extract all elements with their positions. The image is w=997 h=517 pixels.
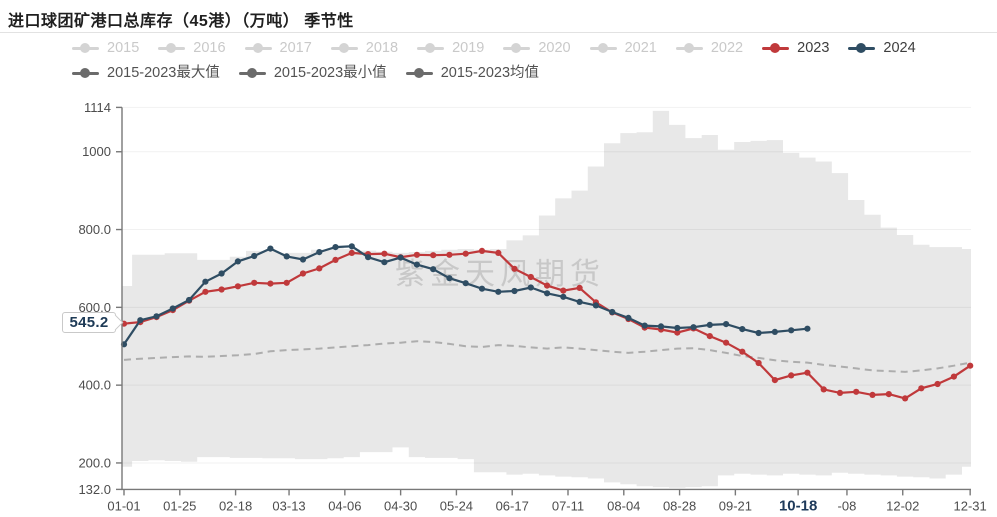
legend-label: 2015-2023最小值 (273, 64, 387, 81)
legend-marker-icon (762, 43, 790, 54)
legend-label: 2015 (107, 39, 140, 56)
y-tick-label: 400.0 (78, 378, 111, 393)
legend-item-2015[interactable]: 2015 (72, 41, 139, 56)
legend-label: 2018 (365, 39, 399, 56)
legend-label: 2021 (624, 39, 657, 56)
y-tick-label: 1114 (84, 100, 111, 115)
y-axis: 1114 1000 800.0 600.0 400.0 200.0 132.0 (78, 100, 122, 497)
legend-item-2015-2023最小值[interactable]: 2015-2023最小值 (238, 64, 387, 81)
legend-label: 2015-2023均值 (440, 64, 540, 81)
x-axis: 01-01 01-25 02-18 03-13 04-06 04-30 05-24 06-17… (107, 489, 987, 514)
legend-marker-icon (589, 43, 617, 54)
legend-label: 2016 (193, 39, 226, 56)
x-tick-label: 03-13 (272, 498, 305, 513)
legend-marker-icon (848, 43, 876, 54)
legend-label: 2023 (797, 39, 830, 56)
x-tick-label: 12-31 (954, 498, 987, 513)
legend-label: 2022 (710, 39, 744, 56)
y-tick-label: 1000 (82, 144, 111, 159)
legend-label: 2015-2023最大值 (107, 64, 220, 81)
legend-row-stats: 2015-2023最大值 2015-2023最小值 2015-2023均值 (72, 62, 539, 84)
legend-marker-icon (330, 43, 358, 54)
legend-label: 2019 (452, 39, 485, 56)
legend-item-2017[interactable]: 2017 (244, 39, 312, 56)
x-tick-label: 02-18 (219, 498, 252, 513)
legend-label: 2024 (883, 39, 916, 56)
x-tick-label: 08-28 (663, 498, 696, 513)
legend-marker-icon (244, 43, 272, 54)
legend-item-2020[interactable]: 2020 (503, 39, 571, 56)
series-line-mean (123, 340, 971, 373)
legend-item-2023[interactable]: 2023 (762, 41, 829, 56)
y-tick-label: 600.0 (78, 300, 111, 315)
y-tick-label: 800.0 (78, 222, 111, 237)
y-tick-label: 132.0 (78, 482, 111, 497)
legend-item-2022[interactable]: 2022 (675, 39, 744, 56)
x-tick-label-current: 10-18 (779, 497, 817, 514)
x-tick-label: 05-24 (440, 498, 473, 513)
legend-marker-icon (158, 43, 186, 54)
legend-item-2019[interactable]: 2019 (417, 41, 484, 56)
legend-marker-icon (417, 43, 445, 54)
legend-marker-icon (72, 43, 99, 54)
x-tick-label: 04-30 (384, 498, 417, 513)
x-tick-label: 12-02 (886, 498, 919, 513)
title-divider (0, 32, 997, 33)
current-value-label: 545.2 (69, 314, 109, 331)
legend-item-2021[interactable]: 2021 (589, 39, 657, 56)
legend-item-2015-2023最大值[interactable]: 2015-2023最大值 (72, 66, 220, 81)
watermark-text: 紫金天风期货 (395, 258, 605, 291)
legend-item-2024[interactable]: 2024 (848, 39, 916, 56)
x-tick-label: 04-06 (328, 498, 361, 513)
x-tick-label: 08-04 (607, 498, 640, 513)
current-value-badge: 545.2 (62, 312, 124, 333)
legend-row-years: 2015 2016 2017 2018 2019 2020 2021 2022 2023 2024 (72, 37, 916, 59)
x-tick-label: 01-01 (107, 498, 140, 513)
series-markers-2023 (120, 247, 974, 402)
legend-item-2015-2023均值[interactable]: 2015-2023均值 (405, 64, 540, 81)
y-tick-label: 200.0 (78, 455, 111, 470)
page-title: 进口球团矿港口总库存（45港）（万吨） 季节性 (8, 13, 354, 30)
legend-marker-icon (405, 68, 433, 79)
x-tick-label: 09-21 (719, 498, 752, 513)
range-band-2015-2023 (122, 110, 971, 488)
x-tick-label: -08 (838, 498, 857, 513)
legend-item-2016[interactable]: 2016 (158, 39, 226, 56)
legend-item-2018[interactable]: 2018 (330, 39, 399, 56)
legend-label: 2017 (279, 39, 312, 56)
x-tick-label: 01-25 (163, 498, 196, 513)
legend-label: 2020 (538, 39, 571, 56)
legend-marker-icon (238, 68, 266, 79)
x-tick-label: 06-17 (496, 498, 529, 513)
series-markers-2024 (120, 243, 811, 348)
legend-marker-icon (503, 43, 531, 54)
legend-marker-icon (675, 43, 703, 54)
gridlines (122, 106, 971, 464)
legend-marker-icon (72, 68, 99, 79)
x-tick-label: 07-11 (552, 498, 584, 513)
